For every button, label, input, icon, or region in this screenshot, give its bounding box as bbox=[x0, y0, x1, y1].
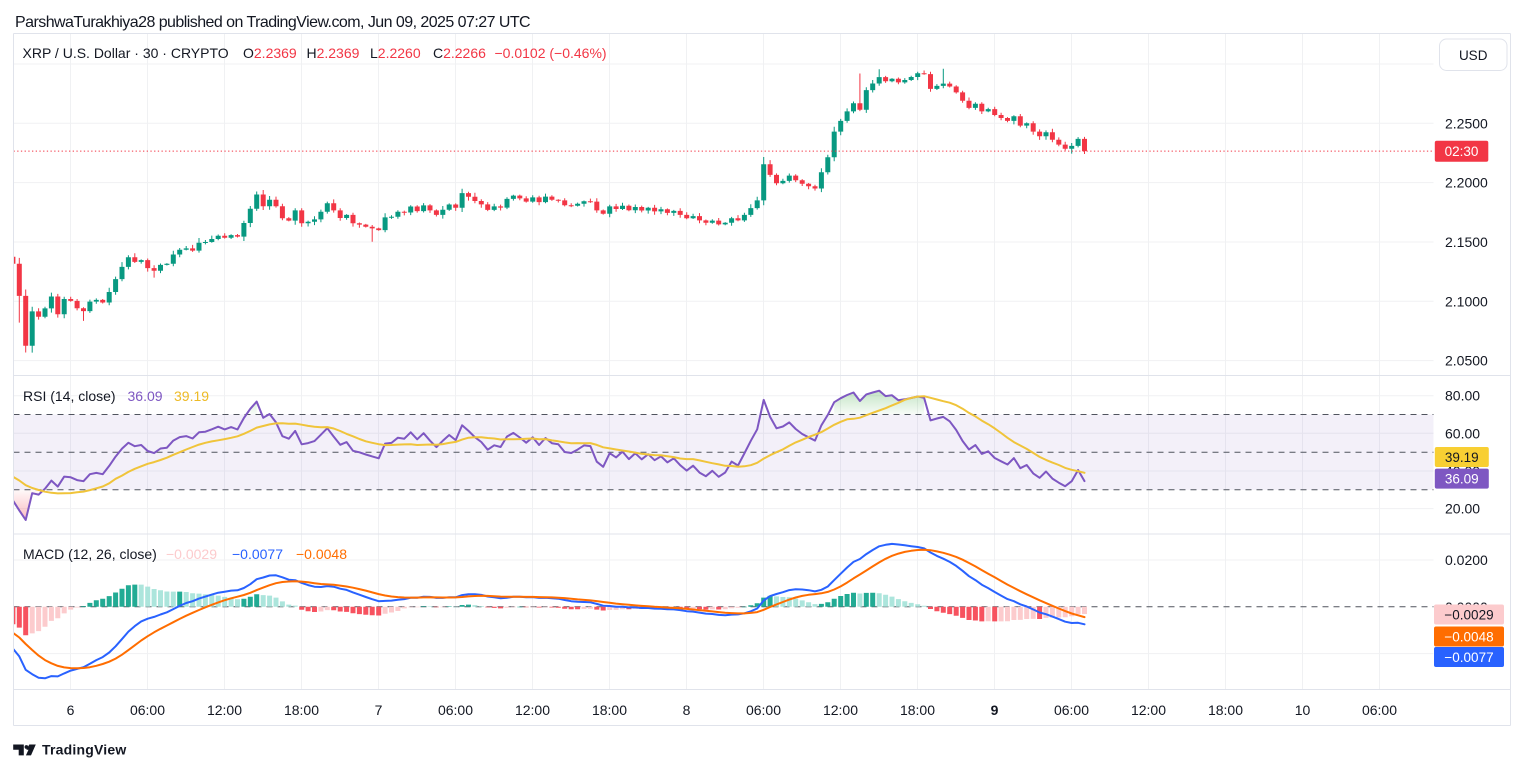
svg-text:L: L bbox=[370, 45, 378, 61]
svg-text:12:00: 12:00 bbox=[515, 702, 550, 718]
svg-text:−0.0077: −0.0077 bbox=[232, 546, 283, 562]
svg-text:2.2260: 2.2260 bbox=[378, 45, 421, 61]
svg-text:2.2000: 2.2000 bbox=[1445, 175, 1488, 191]
svg-text:RSI (14, close): RSI (14, close) bbox=[23, 388, 116, 404]
svg-text:2.2500: 2.2500 bbox=[1445, 115, 1488, 131]
svg-text:12:00: 12:00 bbox=[823, 702, 858, 718]
svg-text:H: H bbox=[307, 45, 317, 61]
svg-text:7: 7 bbox=[375, 702, 383, 718]
svg-text:06:00: 06:00 bbox=[1362, 702, 1397, 718]
svg-text:TradingView: TradingView bbox=[42, 742, 126, 758]
svg-text:2.2369: 2.2369 bbox=[254, 45, 297, 61]
svg-text:2.2266: 2.2266 bbox=[443, 45, 486, 61]
svg-text:06:00: 06:00 bbox=[746, 702, 781, 718]
svg-text:−0.0077: −0.0077 bbox=[1444, 650, 1493, 665]
svg-text:−0.0102 (−0.46%): −0.0102 (−0.46%) bbox=[495, 45, 607, 61]
svg-text:8: 8 bbox=[683, 702, 691, 718]
svg-text:O: O bbox=[243, 45, 254, 61]
svg-text:−0.0029: −0.0029 bbox=[1444, 607, 1493, 622]
svg-text:12:00: 12:00 bbox=[207, 702, 242, 718]
svg-text:60.00: 60.00 bbox=[1445, 425, 1480, 441]
svg-text:12:00: 12:00 bbox=[1131, 702, 1166, 718]
svg-text:06:00: 06:00 bbox=[130, 702, 165, 718]
svg-text:6: 6 bbox=[67, 702, 75, 718]
svg-text:39.19: 39.19 bbox=[174, 388, 209, 404]
svg-text:20.00: 20.00 bbox=[1445, 501, 1480, 517]
svg-text:39.19: 39.19 bbox=[1445, 450, 1479, 465]
svg-text:C: C bbox=[433, 45, 443, 61]
svg-text:18:00: 18:00 bbox=[284, 702, 319, 718]
svg-text:02:30: 02:30 bbox=[1445, 144, 1479, 159]
svg-text:0.0200: 0.0200 bbox=[1445, 552, 1488, 568]
svg-text:36.09: 36.09 bbox=[1445, 471, 1479, 486]
svg-text:2.1500: 2.1500 bbox=[1445, 234, 1488, 250]
svg-text:ParshwaTurakhiya28 published o: ParshwaTurakhiya28 published on TradingV… bbox=[15, 14, 530, 31]
svg-text:2.1000: 2.1000 bbox=[1445, 293, 1488, 309]
svg-text:80.00: 80.00 bbox=[1445, 388, 1480, 404]
svg-text:06:00: 06:00 bbox=[1054, 702, 1089, 718]
svg-text:2.2369: 2.2369 bbox=[317, 45, 360, 61]
svg-text:18:00: 18:00 bbox=[592, 702, 627, 718]
svg-text:−0.0048: −0.0048 bbox=[1444, 629, 1493, 644]
svg-text:18:00: 18:00 bbox=[1208, 702, 1243, 718]
svg-text:XRP / U.S. Dollar · 30 · CRYPT: XRP / U.S. Dollar · 30 · CRYPTO bbox=[23, 45, 229, 61]
svg-text:18:00: 18:00 bbox=[900, 702, 935, 718]
svg-text:2.0500: 2.0500 bbox=[1445, 353, 1488, 369]
svg-text:USD: USD bbox=[1459, 48, 1488, 63]
svg-text:36.09: 36.09 bbox=[128, 388, 163, 404]
svg-text:9: 9 bbox=[991, 702, 999, 718]
svg-text:MACD (12, 26, close): MACD (12, 26, close) bbox=[23, 546, 157, 562]
svg-text:−0.0048: −0.0048 bbox=[296, 546, 347, 562]
svg-text:10: 10 bbox=[1295, 702, 1311, 718]
svg-text:−0.0029: −0.0029 bbox=[166, 546, 217, 562]
svg-text:06:00: 06:00 bbox=[438, 702, 473, 718]
